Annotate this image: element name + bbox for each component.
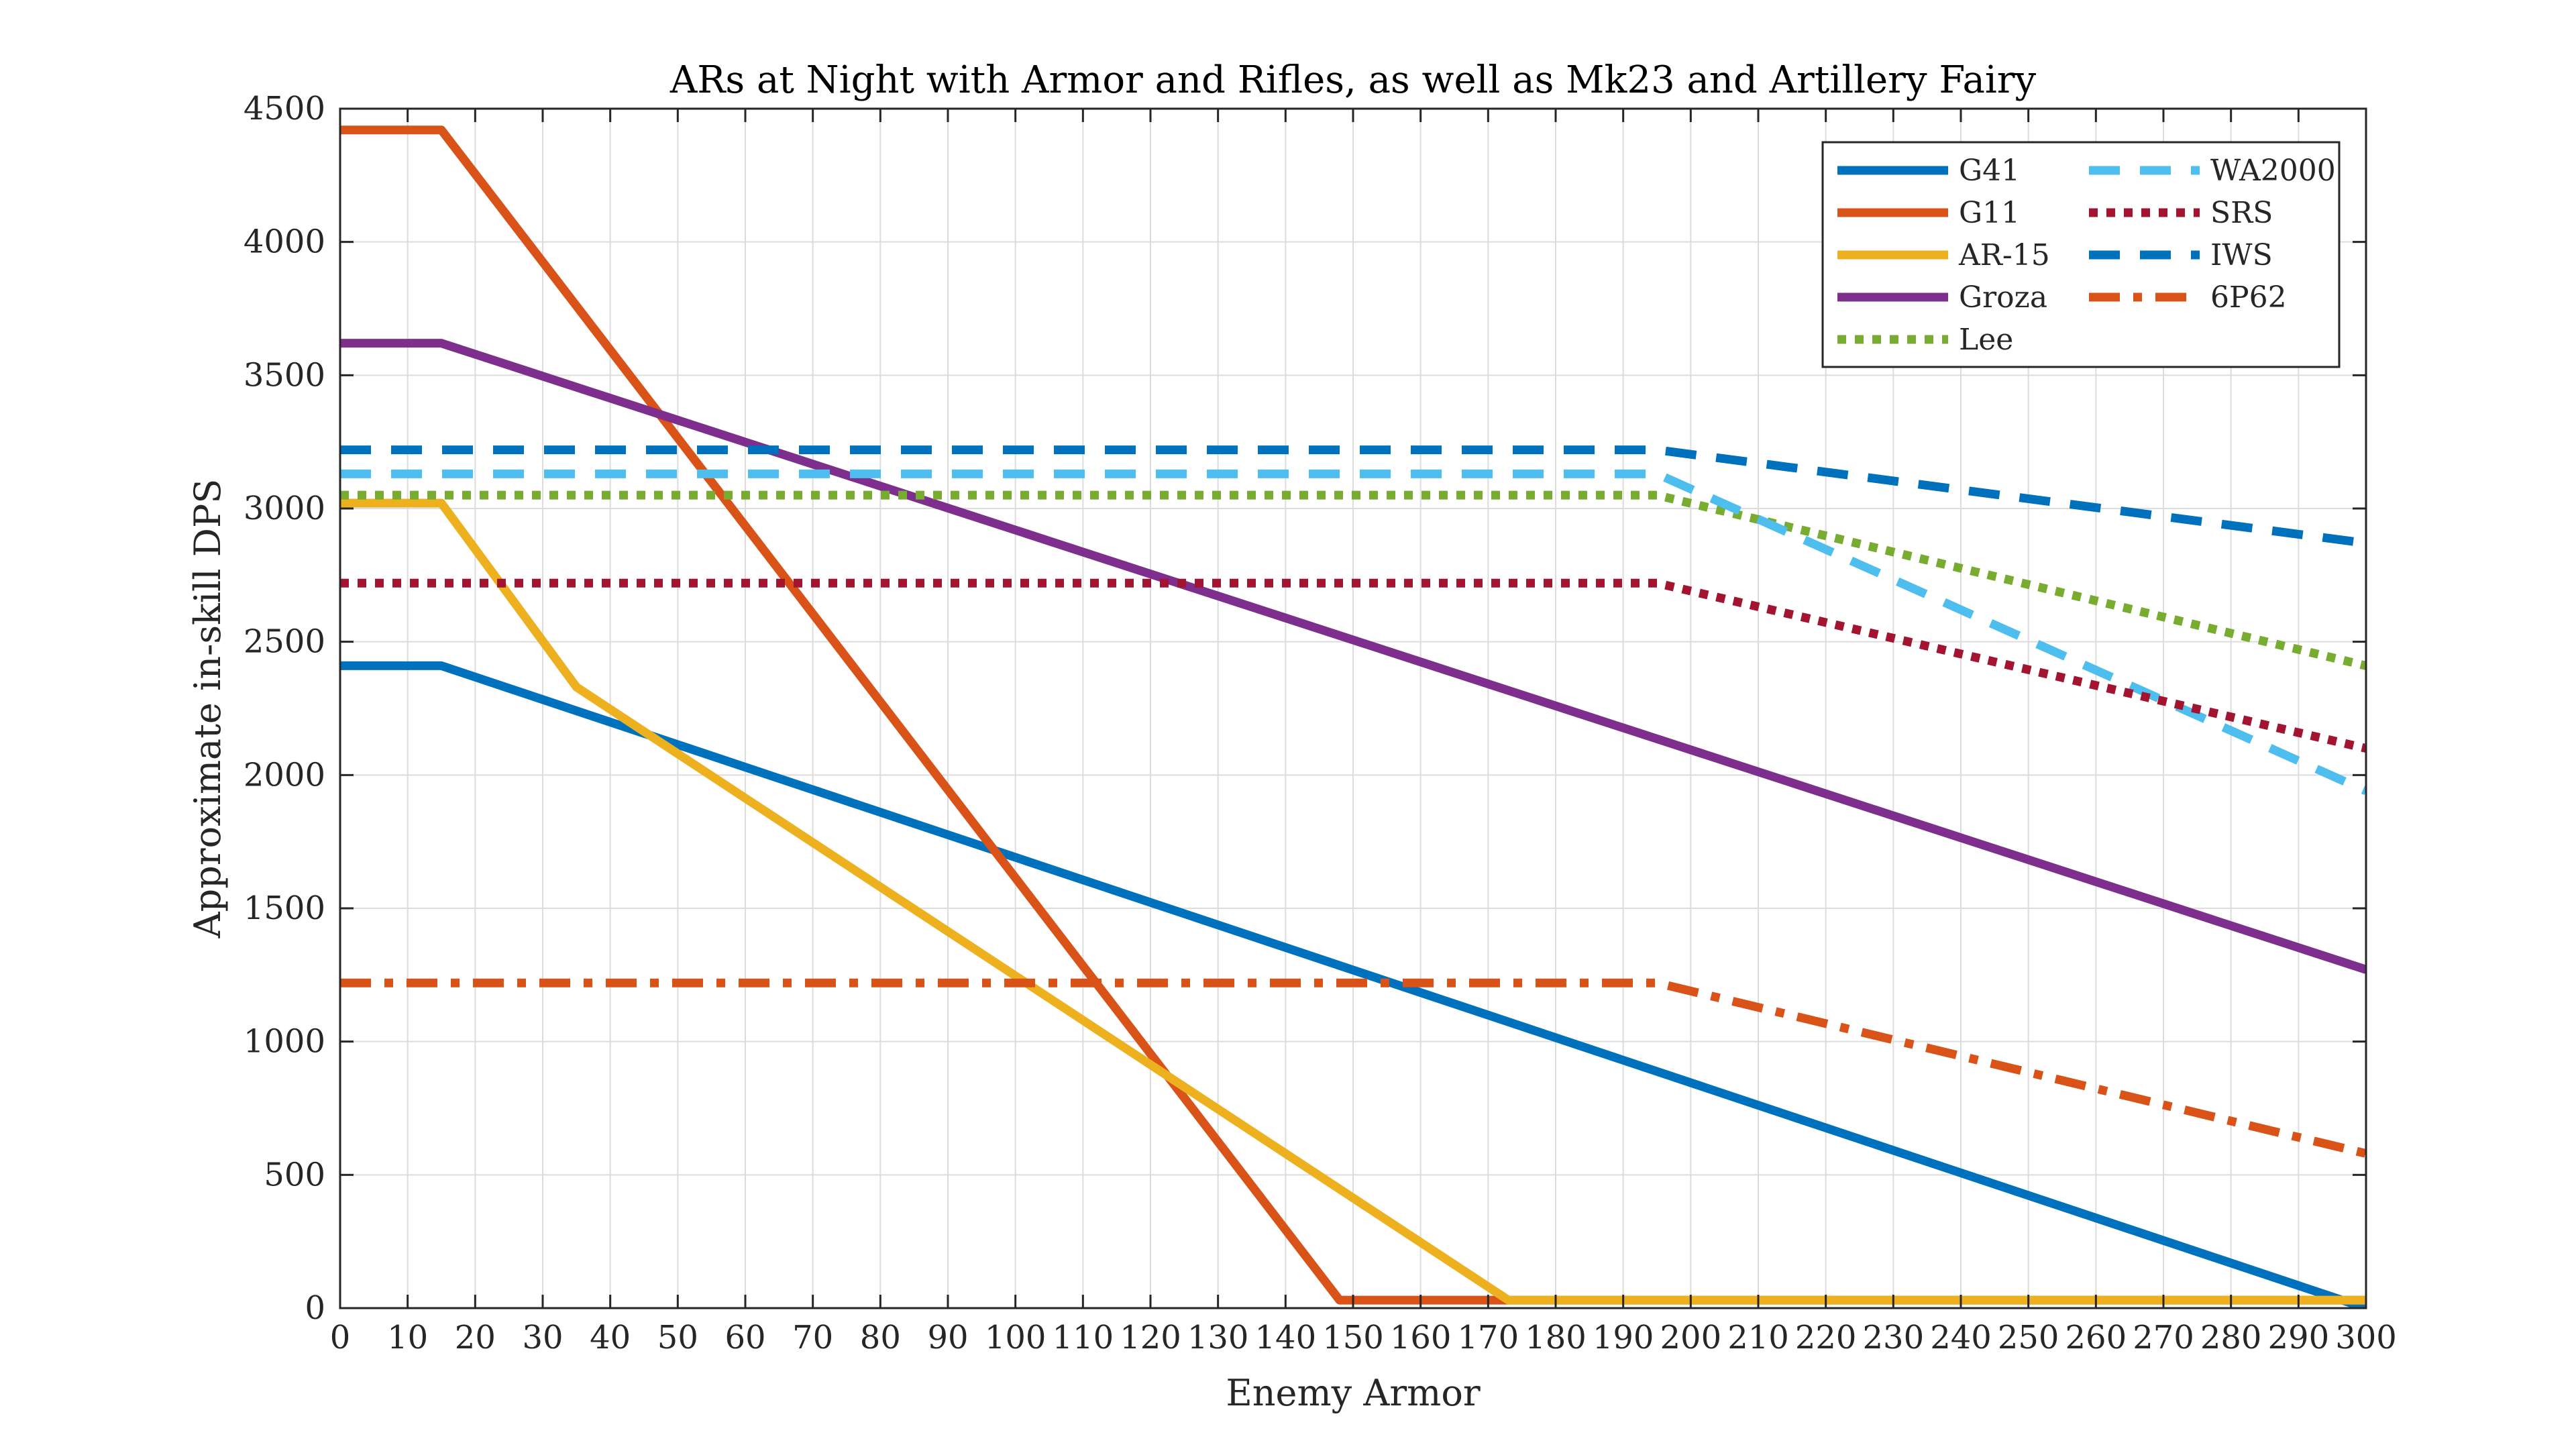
x-tick-label: 0 [330,1319,351,1356]
x-tick-label: 260 [2065,1319,2127,1356]
x-tick-label: 70 [792,1319,833,1356]
ticks: 0 10 20 30 40 50 60 70 80 90 100 110 120 130 140 150 160… [244,90,2397,1356]
y-tick-label: 0 [305,1289,325,1327]
y-axis-label: Approximate in-skill DPS [186,479,229,939]
legend: G41 G11 AR-15 Groza Lee WA2000 SRS IWS 6P62 [1821,141,2341,368]
x-tick-label: 300 [2335,1319,2397,1356]
x-tick-label: 10 [387,1319,428,1356]
legend-label-g41: G41 [1959,154,2020,188]
x-tick-label: 50 [657,1319,698,1356]
legend-label-6p62: 6P62 [2210,280,2287,315]
y-tick-label: 3500 [244,356,325,394]
x-tick-label: 280 [2200,1319,2262,1356]
y-tick-label: 3000 [244,490,325,527]
series-line-iws [340,445,2366,548]
series-layer [340,125,2366,1308]
y-tick-label: 2000 [244,756,325,794]
legend-label-iws: IWS [2210,238,2273,272]
x-tick-label: 220 [1795,1319,1857,1356]
legend-label-wa2000: WA2000 [2210,154,2336,188]
x-tick-label: 240 [1930,1319,1992,1356]
series-line-ar-15 [340,498,2366,1305]
x-tick-label: 270 [2133,1319,2194,1356]
x-tick-label: 190 [1593,1319,1654,1356]
chart-title: ARs at Night with Armor and Rifles, as w… [669,58,2037,102]
x-tick-label: 160 [1390,1319,1452,1356]
x-tick-label: 130 [1187,1319,1249,1356]
x-tick-label: 90 [927,1319,968,1356]
x-tick-label: 60 [724,1319,765,1356]
x-tick-label: 100 [985,1319,1046,1356]
legend-label-ar-15: AR-15 [1958,238,2050,272]
legend-label-groza: Groza [1959,280,2047,315]
x-tick-label: 20 [455,1319,496,1356]
series-line-lee [340,490,2366,670]
x-tick-label: 150 [1322,1319,1384,1356]
y-tick-label: 1000 [244,1023,325,1061]
series-line-groza [340,339,2366,974]
x-tick-label: 30 [522,1319,563,1356]
x-tick-label: 120 [1120,1319,1181,1356]
y-tick-label: 4500 [244,90,325,127]
x-tick-label: 80 [860,1319,901,1356]
series-line-6p62 [340,978,2366,1158]
series-line-srs [340,578,2366,753]
x-tick-label: 110 [1053,1319,1114,1356]
legend-label-srs: SRS [2210,196,2273,230]
legend-label-g11: G11 [1959,196,2020,230]
x-tick-label: 40 [590,1319,631,1356]
x-tick-label: 210 [1727,1319,1789,1356]
x-tick-label: 290 [2268,1319,2330,1356]
x-tick-label: 180 [1525,1319,1587,1356]
x-tick-label: 140 [1255,1319,1317,1356]
x-axis-label: Enemy Armor [1226,1372,1481,1414]
x-tick-label: 200 [1660,1319,1722,1356]
x-tick-label: 250 [1998,1319,2059,1356]
series-line-g41 [340,661,2366,1308]
x-tick-label: 230 [1863,1319,1925,1356]
y-tick-label: 2500 [244,623,325,661]
y-tick-label: 500 [264,1156,325,1193]
y-tick-label: 4000 [244,223,325,261]
x-tick-label: 170 [1458,1319,1519,1356]
y-tick-label: 1500 [244,890,325,927]
legend-label-lee: Lee [1959,323,2013,357]
